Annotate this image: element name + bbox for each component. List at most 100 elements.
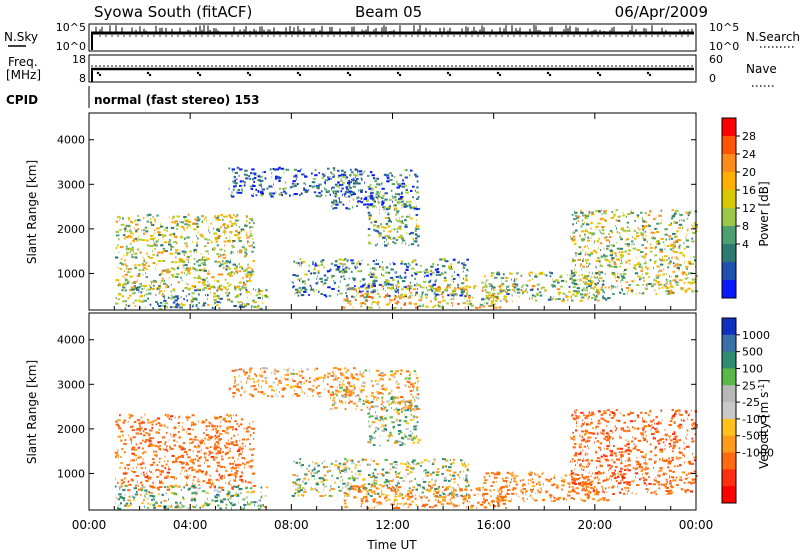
echo-cell — [454, 271, 455, 274]
echo-cell — [388, 175, 390, 178]
echo-cell — [143, 451, 147, 454]
echo-cell — [197, 237, 199, 240]
echo-cell — [583, 258, 584, 260]
echo-cell — [200, 259, 204, 262]
echo-cell — [401, 215, 404, 218]
nave-dot — [671, 65, 673, 67]
echo-cell — [227, 432, 230, 435]
echo-cell — [346, 288, 348, 291]
echo-cell — [250, 188, 254, 190]
nave-dot — [327, 65, 329, 67]
echo-cell — [249, 443, 251, 445]
nave-dot — [115, 65, 117, 67]
echo-cell — [325, 179, 329, 182]
nave-dot — [119, 65, 121, 67]
echo-cell — [292, 378, 294, 381]
echo-cell — [452, 278, 456, 280]
nave-dot — [571, 65, 573, 67]
echo-cell — [496, 292, 499, 295]
echo-cell — [337, 268, 339, 271]
echo-cell — [213, 489, 216, 492]
echo-cell — [189, 438, 191, 441]
nsearch-dot — [309, 35, 311, 37]
echo-cell — [379, 196, 382, 198]
echo-cell — [249, 274, 253, 277]
echo-cell — [438, 289, 440, 292]
echo-cell — [490, 272, 495, 274]
echo-cell — [369, 186, 373, 189]
echo-cell — [636, 248, 638, 251]
echo-cell — [614, 276, 617, 279]
echo-cell — [251, 394, 254, 397]
echo-cell — [124, 484, 128, 487]
echo-cell — [349, 303, 352, 306]
echo-cell — [387, 213, 390, 216]
echo-cell — [356, 171, 359, 174]
echo-cell — [396, 287, 397, 290]
echo-cell — [335, 377, 337, 380]
echo-cell — [428, 481, 431, 484]
echo-cell — [380, 201, 383, 204]
echo-cell — [162, 304, 164, 307]
echo-cell — [181, 425, 183, 428]
echo-cell — [665, 278, 668, 281]
echo-cell — [263, 505, 267, 508]
echo-cell — [346, 297, 349, 300]
echo-cell — [213, 446, 217, 449]
echo-cell — [684, 291, 687, 294]
echo-cell — [257, 190, 260, 193]
echo-cell — [407, 262, 410, 265]
echo-cell — [232, 240, 234, 243]
echo-cell — [145, 272, 146, 275]
echo-cell — [326, 470, 331, 473]
echo-cell — [626, 215, 627, 218]
echo-cell — [245, 496, 248, 499]
echo-cell — [127, 467, 130, 470]
echo-cell — [396, 495, 397, 498]
echo-cell — [138, 299, 140, 302]
echo-cell — [392, 278, 394, 281]
echo-cell — [384, 217, 389, 219]
echo-cell — [118, 284, 120, 287]
echo-cell — [592, 249, 597, 252]
nave-dot — [299, 65, 301, 67]
echo-cell — [182, 448, 186, 451]
echo-cell — [190, 226, 192, 229]
echo-cell — [258, 385, 260, 388]
echo-cell — [340, 470, 344, 472]
echo-cell — [210, 240, 212, 243]
echo-cell — [415, 208, 419, 211]
echo-cell — [572, 231, 574, 234]
echo-cell — [365, 493, 368, 496]
echo-cell — [653, 236, 654, 238]
echo-cell — [602, 280, 605, 283]
echo-cell — [315, 194, 319, 197]
echo-cell — [401, 236, 403, 239]
echo-cell — [599, 287, 601, 290]
nave-dot — [499, 65, 501, 67]
echo-cell — [457, 302, 460, 305]
echo-cell — [182, 447, 185, 449]
echo-cell — [206, 219, 208, 222]
echo-cell — [211, 484, 212, 487]
echo-cell — [625, 230, 627, 233]
echo-cell — [201, 221, 204, 224]
echo-cell — [216, 446, 220, 449]
echo-cell — [233, 503, 236, 506]
echo-cell — [360, 470, 362, 473]
echo-cell — [500, 289, 505, 292]
echo-cell — [249, 422, 250, 425]
echo-cell — [600, 289, 602, 292]
echo-cell — [404, 271, 407, 274]
echo-cell — [216, 253, 219, 255]
echo-cell — [248, 371, 252, 373]
echo-cell — [209, 422, 212, 425]
echo-cell — [458, 287, 462, 290]
echo-cell — [149, 485, 151, 488]
echo-cell — [247, 266, 251, 269]
echo-cell — [653, 266, 654, 269]
echo-cell — [639, 292, 641, 294]
echo-cell — [391, 306, 392, 309]
echo-cell — [160, 280, 164, 282]
echo-cell — [395, 484, 398, 487]
